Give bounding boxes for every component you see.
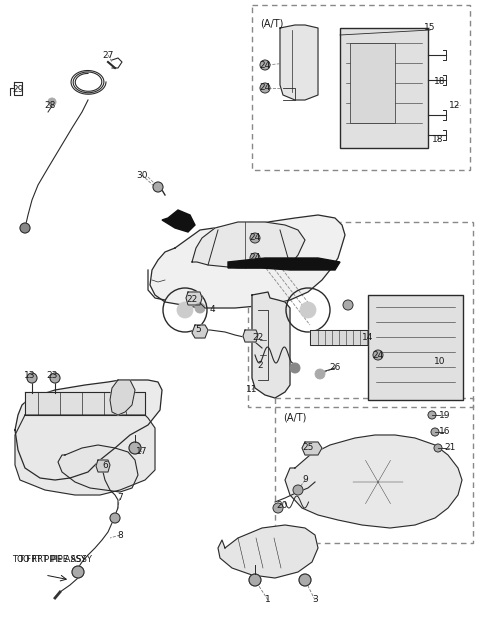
- Circle shape: [373, 350, 383, 360]
- Polygon shape: [15, 415, 155, 495]
- Circle shape: [250, 233, 260, 243]
- Text: 5: 5: [195, 325, 201, 334]
- Circle shape: [293, 485, 303, 495]
- Text: 19: 19: [439, 410, 451, 420]
- Text: TO FRT PIPE ASSY: TO FRT PIPE ASSY: [12, 556, 86, 565]
- Circle shape: [27, 373, 37, 383]
- Text: 17: 17: [136, 448, 148, 456]
- Circle shape: [195, 303, 205, 313]
- Polygon shape: [218, 525, 318, 578]
- Text: 24: 24: [259, 61, 271, 70]
- Text: 20: 20: [276, 501, 288, 510]
- Circle shape: [343, 300, 353, 310]
- Bar: [248, 222, 473, 407]
- Text: 16: 16: [439, 427, 451, 437]
- Text: 24: 24: [250, 253, 261, 263]
- Text: 21: 21: [444, 444, 456, 453]
- Text: (A/T): (A/T): [283, 412, 306, 422]
- Text: 12: 12: [449, 101, 461, 110]
- Text: 11: 11: [246, 385, 258, 394]
- Text: 1: 1: [265, 596, 271, 605]
- Circle shape: [290, 363, 300, 373]
- Polygon shape: [243, 330, 258, 342]
- Polygon shape: [192, 222, 305, 268]
- Polygon shape: [110, 380, 135, 415]
- Polygon shape: [162, 210, 195, 232]
- Text: 24: 24: [372, 351, 384, 360]
- Polygon shape: [280, 25, 318, 100]
- Text: 8: 8: [117, 530, 123, 539]
- Circle shape: [273, 503, 283, 513]
- Text: 14: 14: [362, 334, 374, 342]
- Circle shape: [177, 302, 193, 318]
- Circle shape: [20, 223, 30, 233]
- Circle shape: [315, 369, 325, 379]
- Text: 22: 22: [186, 296, 198, 304]
- Text: 6: 6: [102, 460, 108, 470]
- Text: 18: 18: [434, 77, 446, 87]
- Polygon shape: [228, 258, 340, 270]
- Polygon shape: [310, 330, 368, 345]
- Text: 15: 15: [424, 23, 436, 32]
- Circle shape: [48, 98, 56, 106]
- Circle shape: [260, 83, 270, 93]
- Polygon shape: [96, 460, 110, 472]
- Text: 24: 24: [259, 84, 271, 92]
- Circle shape: [431, 428, 439, 436]
- Polygon shape: [25, 392, 145, 415]
- Polygon shape: [58, 445, 138, 492]
- Circle shape: [260, 60, 270, 70]
- Polygon shape: [302, 442, 322, 455]
- Text: 3: 3: [312, 596, 318, 605]
- Circle shape: [428, 411, 436, 419]
- Text: 24: 24: [250, 234, 261, 242]
- Text: 25: 25: [302, 444, 314, 453]
- Text: 18: 18: [432, 135, 444, 144]
- Circle shape: [72, 566, 84, 578]
- Bar: [340, 28, 428, 148]
- Text: (A/T): (A/T): [260, 19, 283, 29]
- Circle shape: [299, 574, 311, 586]
- Text: 29: 29: [12, 85, 24, 94]
- Circle shape: [129, 442, 141, 454]
- Text: 22: 22: [252, 334, 264, 342]
- Text: 2: 2: [257, 361, 263, 370]
- Circle shape: [153, 182, 163, 192]
- Text: 9: 9: [302, 475, 308, 484]
- Circle shape: [300, 302, 316, 318]
- Polygon shape: [186, 292, 202, 305]
- Text: 13: 13: [24, 370, 36, 380]
- Text: 7: 7: [117, 494, 123, 503]
- Circle shape: [249, 574, 261, 586]
- Text: 26: 26: [329, 363, 341, 372]
- Text: TO FRT PIPE ASSY: TO FRT PIPE ASSY: [18, 556, 92, 565]
- Text: 28: 28: [44, 101, 56, 110]
- Circle shape: [434, 444, 442, 452]
- Bar: [350, 43, 395, 123]
- Text: 4: 4: [209, 306, 215, 315]
- Polygon shape: [15, 380, 162, 480]
- Bar: [275, 398, 473, 543]
- Text: 10: 10: [434, 358, 446, 367]
- Polygon shape: [252, 292, 290, 398]
- Circle shape: [110, 513, 120, 523]
- Polygon shape: [150, 215, 345, 308]
- Bar: [252, 5, 470, 170]
- Circle shape: [250, 253, 260, 263]
- Polygon shape: [285, 435, 462, 528]
- Text: 27: 27: [102, 51, 114, 60]
- Text: 23: 23: [46, 370, 58, 380]
- Bar: [368, 295, 463, 400]
- Text: 30: 30: [136, 170, 148, 180]
- Polygon shape: [192, 325, 208, 338]
- Circle shape: [50, 373, 60, 383]
